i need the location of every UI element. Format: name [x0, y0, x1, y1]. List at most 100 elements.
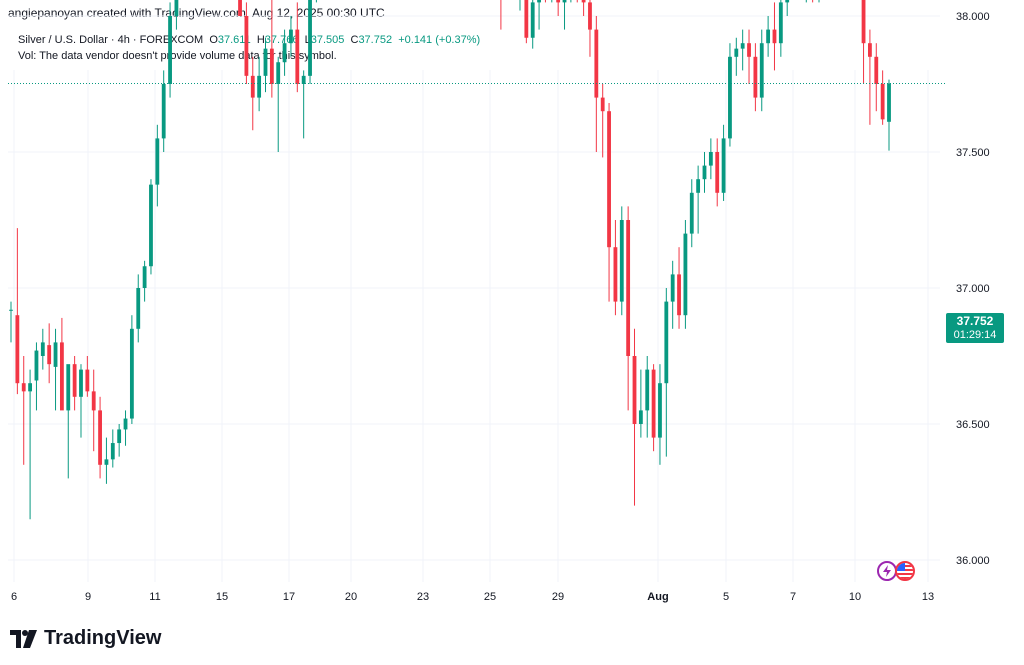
candle-body [594, 29, 599, 98]
candle-body [772, 29, 777, 44]
candle-body [168, 16, 172, 84]
candle-body [670, 274, 675, 302]
candle-body [238, 0, 242, 16]
tradingview-logo[interactable]: TradingView [10, 627, 161, 650]
y-tick-label: 37.000 [956, 283, 990, 295]
x-tick-label: Aug [647, 591, 668, 603]
candle-body [619, 220, 624, 302]
volume-note: Vol: The data vendor doesn't provide vol… [18, 50, 337, 62]
candle-body [161, 84, 166, 139]
x-tick-label: 17 [283, 591, 295, 603]
candle-body [632, 356, 637, 424]
candle-body [645, 369, 650, 411]
candle-body [123, 418, 128, 430]
candle-body [136, 288, 141, 329]
candle-body [759, 43, 764, 98]
candle-body [778, 2, 783, 44]
last-price-value: 37.752 [956, 314, 994, 328]
candle-body [715, 152, 720, 193]
candle-body [734, 48, 739, 57]
us-flag-icon[interactable] [895, 561, 915, 581]
candle-body [530, 2, 535, 38]
candle-body [308, 0, 312, 76]
candle-body [117, 429, 122, 444]
x-tick-label: 20 [345, 591, 357, 603]
candle-body [683, 233, 688, 316]
candle-body [269, 48, 274, 84]
candle-body [9, 309, 13, 311]
candle-body [40, 342, 45, 356]
low-label: L [304, 34, 311, 46]
candle-body [110, 443, 115, 460]
candle-body [626, 220, 631, 356]
lightning-icon[interactable] [877, 561, 897, 581]
grid-lines [8, 15, 940, 582]
tradingview-logo-icon [10, 629, 37, 648]
candle-body [276, 62, 281, 84]
y-tick-label: 36.500 [956, 419, 990, 431]
candle-body [887, 83, 891, 122]
candle-body [874, 56, 879, 84]
candle-body [638, 410, 643, 424]
candle-body [21, 383, 26, 392]
x-tick-label: 15 [216, 591, 228, 603]
candle-body [28, 383, 32, 392]
price-chart[interactable]: 36.00036.50037.00037.50038.00038.50039.0… [0, 0, 1024, 606]
x-tick-label: 13 [922, 591, 934, 603]
candle-body [301, 75, 306, 84]
candle-body [753, 56, 758, 98]
candle-body [677, 274, 681, 316]
candle-body [129, 328, 134, 419]
y-tick-label: 37.500 [956, 147, 990, 159]
candle-body [607, 111, 611, 248]
candle-body [766, 29, 771, 44]
tradingview-logo-text: TradingView [44, 627, 162, 649]
candle-body [85, 369, 90, 392]
x-tick-label: 10 [849, 591, 861, 603]
candle-body [588, 2, 592, 30]
x-tick-label: 23 [417, 591, 429, 603]
y-tick-label: 36.000 [956, 555, 990, 567]
candle-body [747, 43, 751, 57]
candle-body [263, 48, 268, 76]
candle-body [174, 0, 179, 16]
candle-body [282, 43, 287, 63]
candle-body [689, 192, 694, 234]
x-tick-label: 5 [723, 591, 729, 603]
change-value: +0.141 (+0.37%) [398, 34, 481, 46]
time-axis[interactable]: 6 9 11 15 17 20 23 25 29 Aug 5 7 10 13 [11, 591, 934, 603]
candle-body [244, 16, 249, 76]
candle-body [149, 184, 153, 267]
candle-body [785, 0, 790, 3]
candle-body [155, 138, 160, 185]
low-value: 37.505 [310, 34, 345, 46]
y-tick-label: 38.000 [956, 11, 990, 23]
symbol-legend[interactable]: Silver / U.S. Dollar · 4h · FOREXCOM O37… [18, 34, 480, 46]
symbol-name: Silver / U.S. Dollar · 4h · FOREXCOM [18, 34, 204, 46]
candle-body [59, 342, 64, 411]
candle-body [98, 410, 102, 465]
candle-body [104, 459, 109, 465]
candle-body [537, 0, 541, 3]
candle-body [289, 29, 293, 44]
candle-body [708, 152, 713, 166]
last-price-tag: 37.752 01:29:14 [946, 313, 1004, 343]
candle-body [702, 165, 707, 180]
price-axis[interactable]: 36.00036.50037.00037.50038.00038.50039.0… [956, 0, 990, 567]
candle-body [740, 43, 745, 49]
candle-body [861, 0, 866, 44]
bar-countdown: 01:29:14 [953, 329, 997, 341]
candle-body [658, 383, 662, 438]
high-label: H [256, 34, 265, 46]
candle-body [257, 75, 262, 98]
candle-body [15, 315, 20, 384]
candle-body [53, 342, 58, 367]
candle-body [562, 0, 567, 3]
candle-body [556, 0, 561, 3]
candle-body [880, 84, 885, 120]
candle-body [651, 369, 656, 438]
candle-body [696, 179, 701, 193]
x-tick-label: 29 [552, 591, 564, 603]
candle-body [295, 29, 300, 85]
candle-body [524, 0, 529, 38]
